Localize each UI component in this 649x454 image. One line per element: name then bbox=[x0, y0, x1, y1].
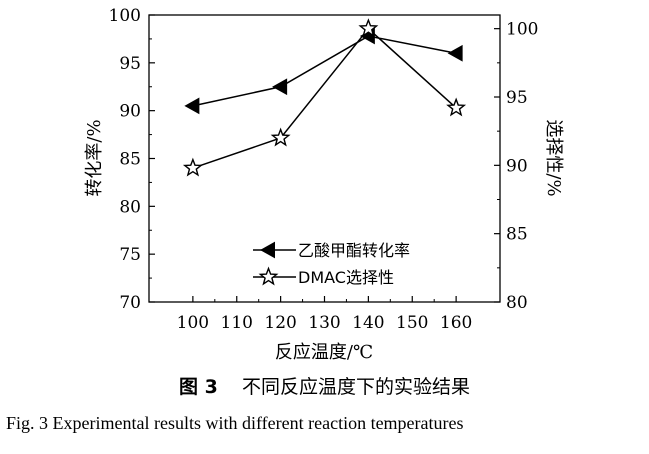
x-tick-label: 100 bbox=[177, 313, 209, 333]
y-axis-left-label: 转化率/% bbox=[84, 119, 105, 196]
x-tick-label: 130 bbox=[308, 313, 340, 333]
y-left-tick-label: 95 bbox=[119, 54, 141, 74]
x-tick-label: 160 bbox=[440, 313, 472, 333]
figure-caption-en: Fig. 3 Experimental results with differe… bbox=[6, 413, 464, 433]
data-point bbox=[446, 97, 467, 117]
figure-number: 图 3 bbox=[178, 376, 218, 398]
series-2 bbox=[182, 18, 467, 177]
x-tick-label: 110 bbox=[221, 313, 253, 333]
figure-caption-cn: 图 3 不同反应温度下的实验结果 bbox=[0, 372, 649, 399]
series-line bbox=[192, 35, 457, 107]
y-right-tick-label: 95 bbox=[506, 88, 528, 108]
y-right-tick-label: 100 bbox=[506, 20, 538, 40]
data-point bbox=[182, 157, 203, 177]
legend-marker bbox=[258, 266, 279, 286]
data-point bbox=[184, 97, 200, 115]
series-line bbox=[192, 27, 457, 169]
y-left-tick-label: 90 bbox=[119, 102, 141, 122]
y-left-tick-label: 80 bbox=[119, 197, 141, 217]
x-tick-label: 140 bbox=[352, 313, 384, 333]
data-point bbox=[447, 44, 463, 62]
y-left-tick-label: 100 bbox=[109, 6, 141, 26]
x-tick-label: 150 bbox=[396, 313, 428, 333]
y-left-tick-label: 75 bbox=[119, 245, 141, 265]
data-point bbox=[272, 78, 288, 96]
y-right-tick-label: 90 bbox=[506, 156, 528, 176]
figure-title-cn: 不同反应温度下的实验结果 bbox=[242, 376, 471, 398]
y-axis-right-label: 选择性/% bbox=[543, 119, 564, 196]
data-point bbox=[270, 127, 291, 147]
legend-label: 乙酸甲酯转化率 bbox=[298, 241, 410, 260]
y-right-tick-label: 85 bbox=[506, 225, 528, 245]
legend: 乙酸甲酯转化率 DMAC选择性 bbox=[253, 241, 410, 287]
chart: 100 110 120 130 140 150 160 70 75 80 85 90 95 100 80 85… bbox=[84, 6, 564, 363]
y-left-tick-label: 85 bbox=[119, 150, 141, 170]
x-tick-label: 120 bbox=[264, 313, 296, 333]
legend-marker bbox=[259, 241, 275, 259]
y-left-tick-label: 70 bbox=[119, 293, 141, 313]
legend-label: DMAC选择性 bbox=[298, 268, 394, 287]
x-axis-label: 反应温度/℃ bbox=[275, 342, 373, 363]
series-1 bbox=[184, 27, 463, 115]
y-right-tick-label: 80 bbox=[506, 293, 528, 313]
data-point bbox=[358, 18, 379, 38]
